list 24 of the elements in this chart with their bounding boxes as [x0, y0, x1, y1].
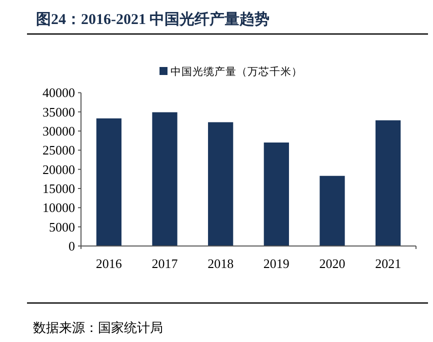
bar	[376, 120, 401, 246]
x-tick-label: 2019	[263, 256, 290, 271]
bar	[264, 142, 289, 246]
y-tick-label: 5000	[49, 219, 75, 234]
bar	[152, 112, 178, 246]
y-tick-label: 0	[68, 238, 75, 254]
bar	[208, 122, 234, 246]
y-tick-label: 35000	[42, 104, 75, 120]
x-tick-label: 2020	[319, 256, 346, 271]
bar	[96, 118, 122, 246]
x-tick-label: 2018	[208, 256, 234, 271]
x-tick-label: 2017	[152, 256, 178, 271]
y-tick-label: 30000	[42, 124, 75, 139]
legend-label: 中国光缆产量（万芯千米）	[170, 65, 302, 78]
x-tick-label: 2016	[96, 256, 122, 271]
y-tick-label: 15000	[42, 181, 75, 196]
y-tick-label: 25000	[42, 142, 75, 158]
y-tick-label: 10000	[42, 200, 75, 216]
bar	[320, 176, 345, 246]
y-tick-label: 20000	[42, 162, 75, 177]
x-tick-label: 2021	[375, 256, 402, 271]
y-tick-label: 40000	[42, 85, 75, 100]
chart-title: 图24：2016-2021 中国光纤产量趋势	[36, 11, 270, 28]
source-note: 数据来源：国家统计局	[33, 320, 163, 335]
